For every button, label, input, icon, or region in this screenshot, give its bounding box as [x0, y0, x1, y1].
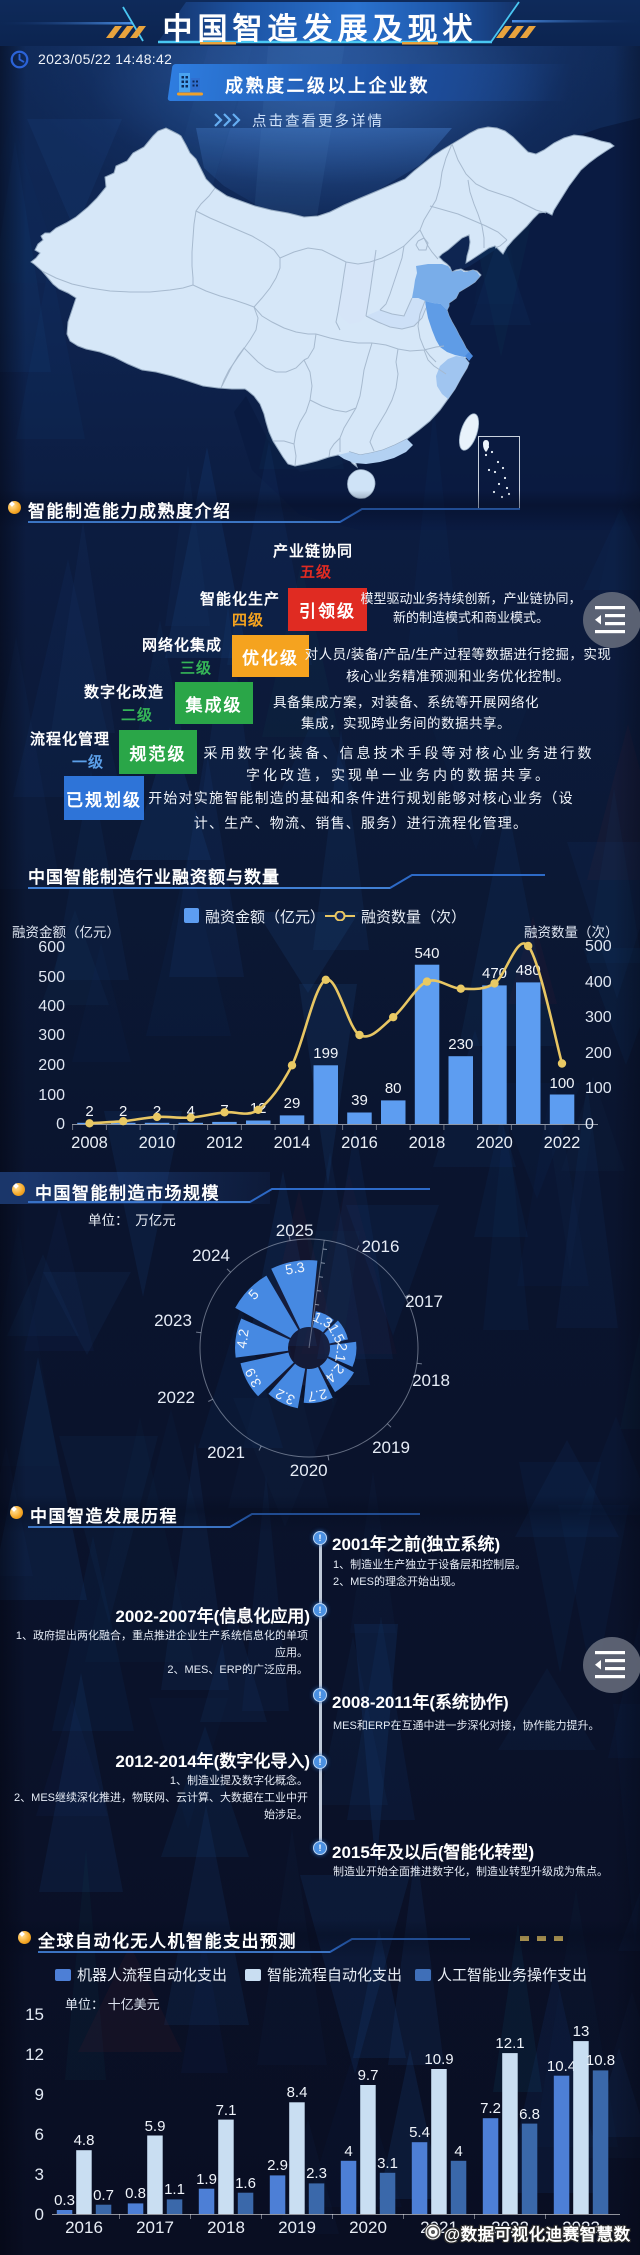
svg-text:100: 100	[585, 1080, 612, 1097]
svg-text:2018: 2018	[207, 2218, 245, 2237]
svg-text:2017: 2017	[136, 2218, 174, 2237]
svg-text:2010: 2010	[139, 1134, 176, 1152]
svg-text:4: 4	[187, 1103, 195, 1120]
svg-text:12: 12	[25, 2045, 44, 2064]
svg-text:1.9: 1.9	[196, 2171, 217, 2188]
svg-text:5.4: 5.4	[409, 2124, 430, 2141]
svg-text:4: 4	[344, 2143, 352, 2160]
svg-text:2016: 2016	[362, 1237, 400, 1256]
svg-text:1.3: 1.3	[311, 1308, 336, 1331]
svg-text:7.2: 7.2	[480, 2100, 501, 2117]
svg-text:480: 480	[516, 962, 541, 979]
svg-text:2025: 2025	[276, 1221, 314, 1240]
svg-text:4.8: 4.8	[74, 2132, 95, 2149]
svg-text:400: 400	[38, 998, 65, 1015]
svg-text:2: 2	[85, 1103, 93, 1120]
svg-text:500: 500	[585, 938, 612, 955]
svg-text:0.3: 0.3	[54, 2192, 75, 2209]
svg-text:2016: 2016	[65, 2218, 103, 2237]
svg-text:2020: 2020	[476, 1134, 513, 1152]
svg-text:2019: 2019	[278, 2218, 316, 2237]
svg-text:2019: 2019	[372, 1438, 410, 1457]
svg-text:5.9: 5.9	[145, 2118, 166, 2135]
svg-text:7.1: 7.1	[216, 2102, 237, 2119]
svg-text:2008: 2008	[71, 1134, 108, 1152]
svg-text:2.7: 2.7	[306, 1386, 328, 1405]
svg-text:2012: 2012	[206, 1134, 243, 1152]
svg-text:2022: 2022	[157, 1388, 195, 1407]
svg-text:2023: 2023	[154, 1311, 192, 1330]
svg-text:10.8: 10.8	[586, 2052, 615, 2069]
svg-text:9.7: 9.7	[358, 2067, 379, 2084]
svg-text:2018: 2018	[412, 1371, 450, 1390]
svg-text:2023: 2023	[562, 2218, 600, 2237]
svg-text:1.6: 1.6	[235, 2175, 256, 2192]
svg-text:400: 400	[585, 974, 612, 991]
svg-text:0: 0	[56, 1116, 65, 1133]
svg-text:3.1: 3.1	[377, 2155, 398, 2172]
svg-text:2: 2	[153, 1103, 161, 1120]
svg-text:9: 9	[35, 2085, 44, 2104]
svg-text:10.4: 10.4	[547, 2058, 576, 2075]
svg-text:6.8: 6.8	[519, 2106, 540, 2123]
svg-text:2.1: 2.1	[332, 1342, 351, 1364]
svg-text:13: 13	[573, 2023, 590, 2040]
svg-text:1.1: 1.1	[164, 2181, 185, 2198]
svg-text:2.9: 2.9	[267, 2157, 288, 2174]
svg-text:2016: 2016	[341, 1134, 378, 1152]
svg-text:39: 39	[351, 1092, 368, 1109]
svg-text:600: 600	[38, 939, 65, 956]
svg-text:29: 29	[284, 1095, 301, 1112]
svg-text:2017: 2017	[405, 1292, 443, 1311]
svg-text:4: 4	[454, 2143, 462, 2160]
svg-text:500: 500	[38, 969, 65, 986]
svg-text:200: 200	[585, 1045, 612, 1062]
svg-text:200: 200	[38, 1057, 65, 1074]
svg-text:5.3: 5.3	[284, 1259, 306, 1278]
svg-text:8.4: 8.4	[287, 2084, 308, 2101]
svg-text:230: 230	[448, 1036, 473, 1053]
svg-text:0: 0	[35, 2205, 44, 2224]
svg-text:540: 540	[414, 945, 439, 962]
svg-text:80: 80	[385, 1080, 402, 1097]
svg-text:2.3: 2.3	[306, 2165, 327, 2182]
svg-text:0.7: 0.7	[93, 2187, 114, 2204]
svg-text:300: 300	[585, 1009, 612, 1026]
svg-text:2020: 2020	[349, 2218, 387, 2237]
svg-text:3: 3	[35, 2165, 44, 2184]
svg-text:300: 300	[38, 1027, 65, 1044]
svg-text:2020: 2020	[290, 1461, 328, 1480]
svg-text:0.8: 0.8	[125, 2185, 146, 2202]
svg-text:0: 0	[585, 1116, 594, 1133]
svg-text:2021: 2021	[207, 1443, 245, 1462]
svg-text:6: 6	[35, 2125, 44, 2144]
svg-text:10.9: 10.9	[424, 2051, 453, 2068]
svg-text:2024: 2024	[192, 1246, 230, 1265]
svg-text:100: 100	[38, 1087, 65, 1104]
svg-text:3.2: 3.2	[273, 1386, 298, 1409]
svg-text:2014: 2014	[274, 1134, 311, 1152]
svg-text:100: 100	[549, 1075, 574, 1092]
svg-text:199: 199	[313, 1045, 338, 1062]
svg-text:2022: 2022	[544, 1134, 581, 1152]
svg-text:2022: 2022	[491, 2218, 529, 2237]
svg-text:15: 15	[25, 2005, 44, 2024]
svg-text:2: 2	[119, 1103, 127, 1120]
svg-text:2018: 2018	[409, 1134, 446, 1152]
svg-text:12.1: 12.1	[495, 2035, 524, 2052]
svg-text:4.2: 4.2	[233, 1328, 252, 1350]
